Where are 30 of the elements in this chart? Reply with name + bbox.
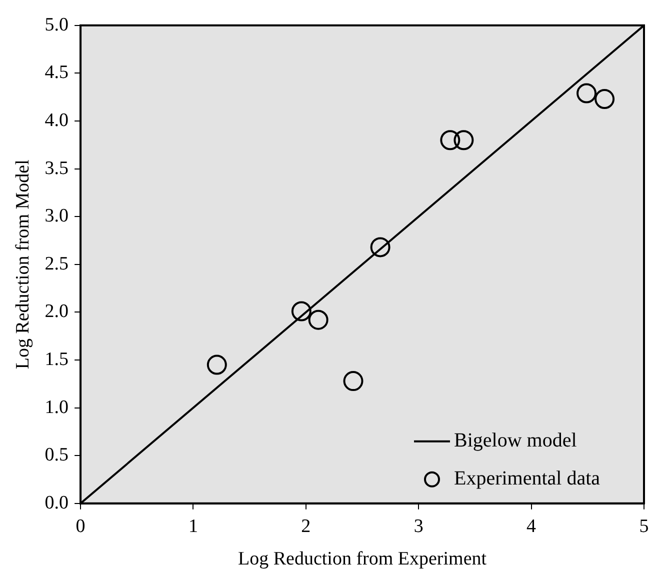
y-tick-label: 0.0 bbox=[44, 492, 69, 514]
x-tick-label: 2 bbox=[301, 516, 311, 537]
x-tick-label: 3 bbox=[414, 516, 424, 537]
x-tick-label: 0 bbox=[76, 516, 86, 537]
legend-label: Experimental data bbox=[454, 468, 600, 490]
y-tick-label: 3.5 bbox=[44, 158, 69, 179]
y-tick-label: 5.0 bbox=[44, 14, 69, 36]
legend-label: Bigelow model bbox=[454, 430, 578, 452]
x-tick-label: 4 bbox=[526, 516, 537, 537]
y-tick-label: 1.5 bbox=[44, 348, 69, 370]
point bbox=[440, 130, 460, 150]
x-tick-label: 1 bbox=[188, 516, 198, 537]
x-tick-label: 5 bbox=[639, 516, 649, 537]
y-axis-title: Log Reduction from Model bbox=[12, 160, 34, 370]
y-tick-label: 0.5 bbox=[44, 444, 69, 466]
point bbox=[576, 83, 597, 104]
point bbox=[370, 237, 390, 258]
point bbox=[206, 354, 227, 375]
y-tick-label: 4.5 bbox=[44, 62, 69, 84]
point bbox=[291, 301, 312, 322]
point bbox=[454, 130, 474, 150]
y-tick-label: 2.0 bbox=[44, 301, 69, 322]
y-tick-label: 1.0 bbox=[44, 396, 69, 418]
point bbox=[594, 89, 615, 110]
y-tick-label: 4.0 bbox=[44, 110, 69, 131]
y-tick-label: 3.0 bbox=[44, 206, 69, 227]
y-tick-label: 2.5 bbox=[44, 253, 69, 274]
x-axis-title: Log Reduction from Experiment bbox=[238, 548, 488, 570]
point bbox=[343, 371, 364, 392]
point bbox=[308, 310, 328, 330]
